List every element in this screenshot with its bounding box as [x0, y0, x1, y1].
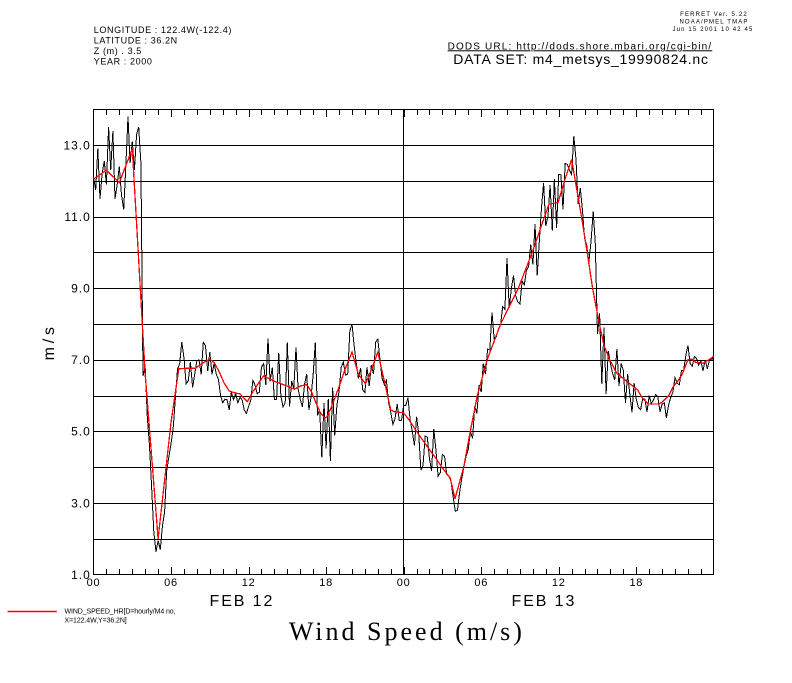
svg-text:7.0: 7.0	[71, 353, 91, 367]
svg-text:Z (m) . 3.5: Z (m) . 3.5	[94, 46, 142, 56]
svg-text:FEB 12: FEB 12	[210, 593, 275, 610]
svg-text:YEAR : 2000: YEAR : 2000	[94, 56, 153, 66]
svg-text:06: 06	[474, 577, 488, 589]
svg-text:WIND_SPEED_HR[D=hourly/M4 no,: WIND_SPEED_HR[D=hourly/M4 no,	[65, 608, 176, 615]
svg-text:NOAA/PMEL TMAP: NOAA/PMEL TMAP	[679, 19, 748, 25]
svg-text:12: 12	[242, 577, 256, 589]
svg-text:m/s: m/s	[41, 323, 58, 360]
svg-text:18: 18	[319, 577, 333, 589]
svg-text:1.0: 1.0	[71, 568, 91, 582]
svg-text:3.0: 3.0	[71, 496, 91, 510]
svg-text:9.0: 9.0	[71, 282, 91, 296]
svg-text:13.0: 13.0	[63, 138, 90, 152]
svg-text:DATA SET: m4_metsys_19990824.n: DATA SET: m4_metsys_19990824.nc	[453, 51, 708, 67]
svg-text:DODS URL: http://dods.shore.mb: DODS URL: http://dods.shore.mbari.org/cg…	[448, 41, 713, 52]
svg-text:18: 18	[629, 577, 643, 589]
svg-text:00: 00	[397, 577, 411, 589]
svg-text:FEB 13: FEB 13	[512, 593, 577, 610]
svg-text:00: 00	[87, 577, 101, 589]
svg-text:FERRET Ver. 5.22: FERRET Ver. 5.22	[680, 12, 748, 18]
svg-text:LONGITUDE : 122.4W(-122.4): LONGITUDE : 122.4W(-122.4)	[94, 25, 232, 35]
svg-text:11.0: 11.0	[64, 210, 90, 224]
svg-text:Jun 15 2001 10 42 45: Jun 15 2001 10 42 45	[672, 27, 753, 33]
svg-text:12: 12	[552, 577, 566, 589]
svg-text:X=122.4W,Y=36.2N]: X=122.4W,Y=36.2N]	[65, 617, 127, 624]
svg-text:5.0: 5.0	[71, 425, 91, 439]
svg-text:06: 06	[164, 577, 178, 589]
svg-text:LATITUDE : 36.2N: LATITUDE : 36.2N	[94, 35, 178, 45]
svg-text:Wind Speed (m/s): Wind Speed (m/s)	[289, 617, 525, 646]
